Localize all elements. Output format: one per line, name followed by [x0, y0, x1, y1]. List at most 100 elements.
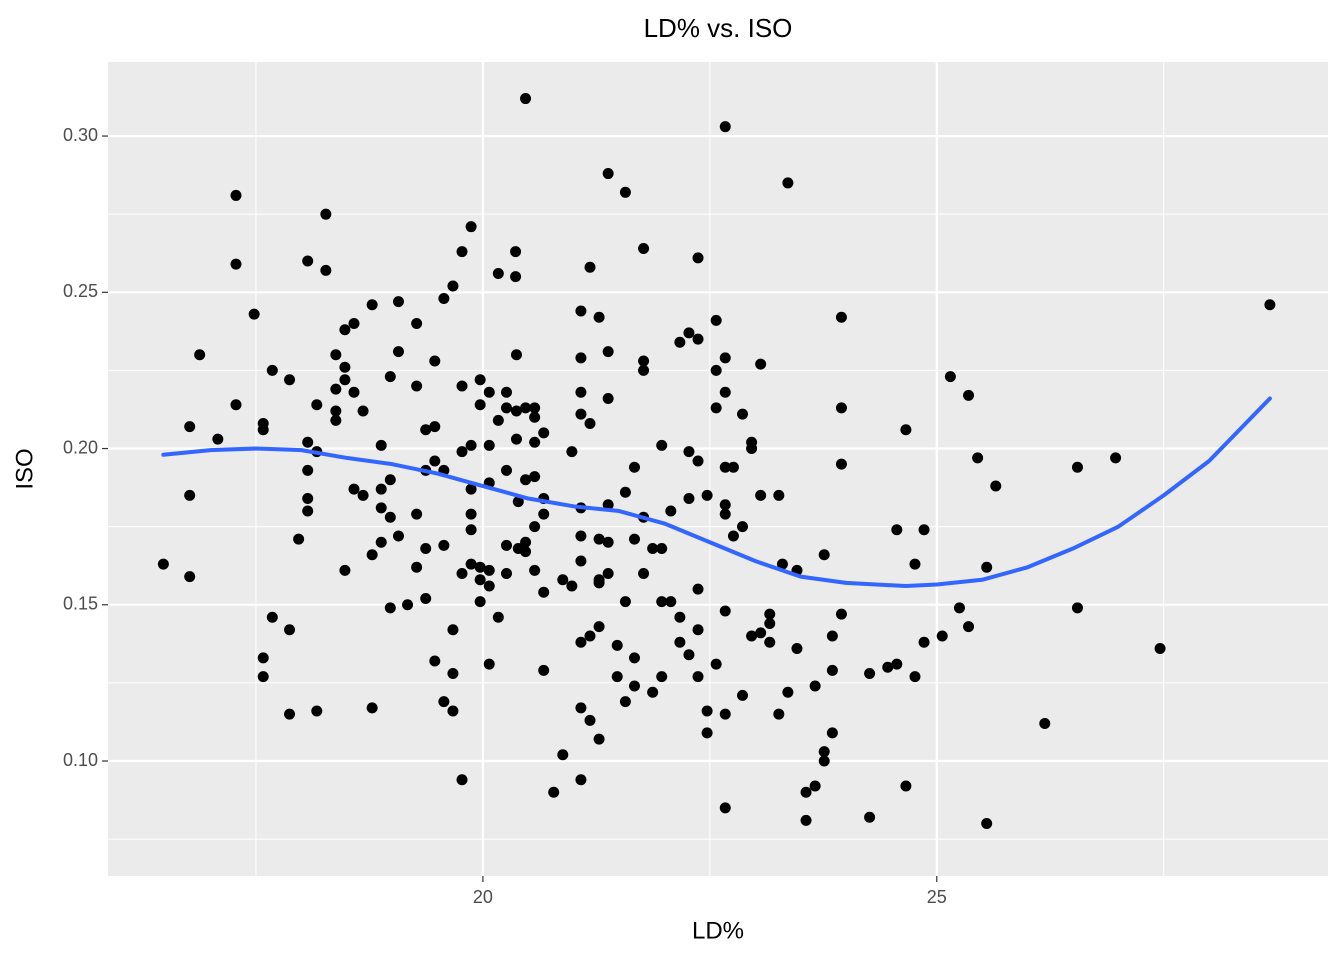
point — [520, 536, 532, 548]
point — [864, 668, 876, 680]
point — [835, 311, 847, 323]
point — [284, 374, 296, 386]
point — [266, 611, 278, 623]
point — [438, 539, 450, 551]
point — [593, 733, 605, 745]
point — [628, 652, 640, 664]
point — [529, 564, 541, 576]
point — [538, 664, 550, 676]
point — [529, 411, 541, 423]
point — [375, 483, 387, 495]
point — [1264, 299, 1276, 311]
point — [692, 624, 704, 636]
point — [184, 421, 196, 433]
point — [755, 358, 767, 370]
point — [710, 364, 722, 376]
point — [302, 493, 314, 505]
point — [230, 189, 242, 201]
point — [809, 780, 821, 792]
point — [674, 611, 686, 623]
point — [529, 521, 541, 533]
point — [575, 555, 587, 567]
point — [330, 383, 342, 395]
point — [375, 439, 387, 451]
point — [339, 324, 351, 336]
point — [737, 689, 749, 701]
point — [366, 549, 378, 561]
point — [483, 564, 495, 576]
point — [384, 602, 396, 614]
point — [628, 680, 640, 692]
point — [638, 243, 650, 255]
point — [447, 705, 459, 717]
point — [429, 455, 441, 467]
point — [809, 680, 821, 692]
point — [638, 355, 650, 367]
point — [339, 374, 351, 386]
point — [456, 246, 468, 258]
point — [483, 658, 495, 670]
point — [492, 268, 504, 280]
point — [483, 439, 495, 451]
point — [737, 408, 749, 420]
point — [953, 602, 965, 614]
point — [593, 577, 605, 589]
point — [584, 714, 596, 726]
point — [719, 802, 731, 814]
point — [447, 624, 459, 636]
point — [311, 705, 323, 717]
point — [366, 702, 378, 714]
point — [520, 402, 532, 414]
point — [683, 493, 695, 505]
point — [864, 811, 876, 823]
point — [538, 586, 550, 598]
point — [284, 708, 296, 720]
point — [438, 293, 450, 305]
point — [800, 814, 812, 826]
point — [602, 499, 614, 511]
point — [764, 608, 776, 620]
point — [510, 246, 522, 258]
point — [593, 311, 605, 323]
point — [330, 414, 342, 426]
point — [474, 596, 486, 608]
point — [302, 255, 314, 267]
point — [429, 355, 441, 367]
point — [773, 489, 785, 501]
point — [575, 702, 587, 714]
point — [575, 352, 587, 364]
point — [429, 421, 441, 433]
point — [719, 352, 731, 364]
point — [330, 349, 342, 361]
point — [500, 568, 512, 580]
point — [456, 380, 468, 392]
point — [909, 558, 921, 570]
point — [602, 393, 614, 405]
point — [529, 471, 541, 483]
point — [1071, 461, 1083, 473]
point — [701, 727, 713, 739]
point — [918, 524, 930, 536]
point — [411, 508, 423, 520]
point — [474, 574, 486, 586]
point — [420, 593, 432, 605]
point — [212, 433, 224, 445]
point — [656, 596, 668, 608]
point — [411, 318, 423, 330]
point — [719, 605, 731, 617]
point — [719, 499, 731, 511]
point — [647, 686, 659, 698]
point — [963, 389, 975, 401]
point — [492, 414, 504, 426]
point — [392, 296, 404, 308]
point — [764, 636, 776, 648]
point — [602, 346, 614, 358]
point — [575, 305, 587, 317]
point — [257, 671, 269, 683]
point — [266, 364, 278, 376]
point — [293, 533, 305, 545]
point — [194, 349, 206, 361]
plot-panel — [108, 62, 1328, 876]
